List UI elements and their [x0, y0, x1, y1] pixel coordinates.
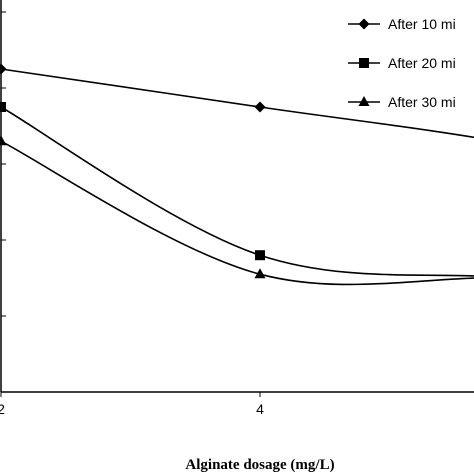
data-point-marker [255, 250, 265, 261]
y-axis-ticks [1, 11, 6, 393]
x-axis-title: Alginate dosage (mg/L) [185, 457, 334, 473]
legend-marker [359, 58, 369, 68]
legend-item: After 20 mi [348, 55, 456, 71]
series-line [0, 106, 474, 277]
series-line [0, 68, 474, 139]
series-1 [0, 63, 474, 139]
x-axis-ticks: 2468 [0, 392, 264, 417]
data-point-marker [0, 102, 6, 112]
series-layer [0, 63, 474, 286]
legend-item: After 10 mi [348, 16, 456, 32]
legend-marker [358, 96, 370, 106]
data-point-marker [0, 63, 7, 75]
x-tick-label: 2 [0, 401, 5, 417]
data-point-marker [254, 268, 266, 279]
legend-label: After 10 mi [388, 16, 456, 32]
data-point-marker [254, 101, 266, 113]
legend-marker [358, 18, 370, 30]
series-3 [0, 135, 474, 286]
legend-item: After 30 mi [348, 94, 456, 110]
series-line [0, 140, 474, 286]
legend: After 10 mi After 20 mi After 30 mi [348, 16, 456, 110]
data-point-marker [0, 135, 7, 146]
x-tick-label: 4 [256, 401, 264, 417]
legend-label: After 20 mi [388, 55, 456, 71]
legend-label: After 30 mi [388, 94, 456, 110]
series-2 [0, 102, 474, 277]
